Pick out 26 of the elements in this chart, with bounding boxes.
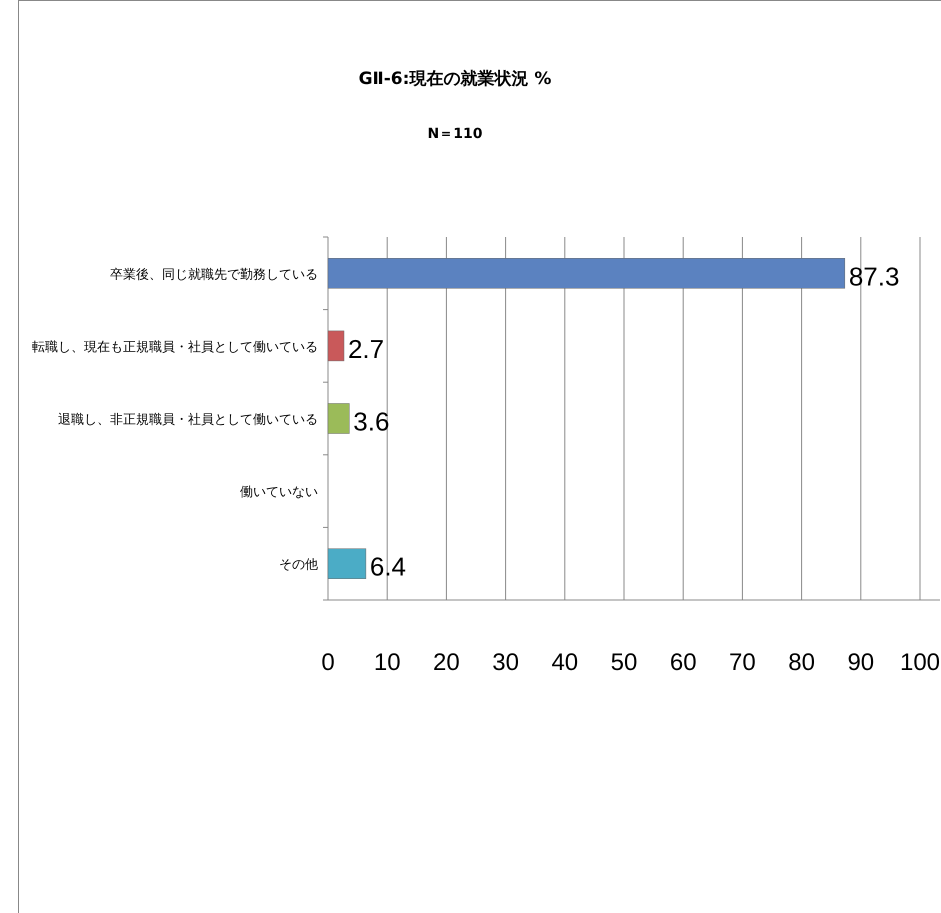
data-label: 2.7 [348,334,384,364]
x-tick-label: 90 [847,649,874,676]
chart-title: GⅡ-6:現在の就業状況 % [358,69,552,89]
chart-subtitle: N＝110 [428,126,483,142]
bar [328,330,344,362]
bar [328,258,846,289]
bar [328,548,366,579]
y-tick-label: 卒業後、同じ就職先で勤務している [110,267,318,282]
y-tick-label: その他 [279,558,318,573]
x-tick-label: 30 [492,649,519,676]
y-tick-label: 働いていない [240,485,318,500]
x-tick-label: 50 [610,649,638,676]
x-tick-label: 100 [900,649,940,676]
data-label: 87.3 [848,261,900,292]
y-tick-label: 退職し、非正規職員・社員として働いている [58,412,318,428]
x-tick-label: 40 [551,649,578,676]
x-tick-label: 70 [729,649,756,676]
y-tick-label: 転職し、現在も正規職員・社員として働いている [32,340,318,355]
x-tick-label: 60 [670,649,697,676]
x-tick-label: 20 [433,649,460,676]
x-tick-label: 80 [788,649,815,676]
x-tick-label: 0 [321,649,335,676]
data-label: 3.6 [353,406,390,436]
data-label: 6.4 [370,552,406,582]
bar [328,403,350,434]
x-tick-label: 10 [374,649,401,676]
